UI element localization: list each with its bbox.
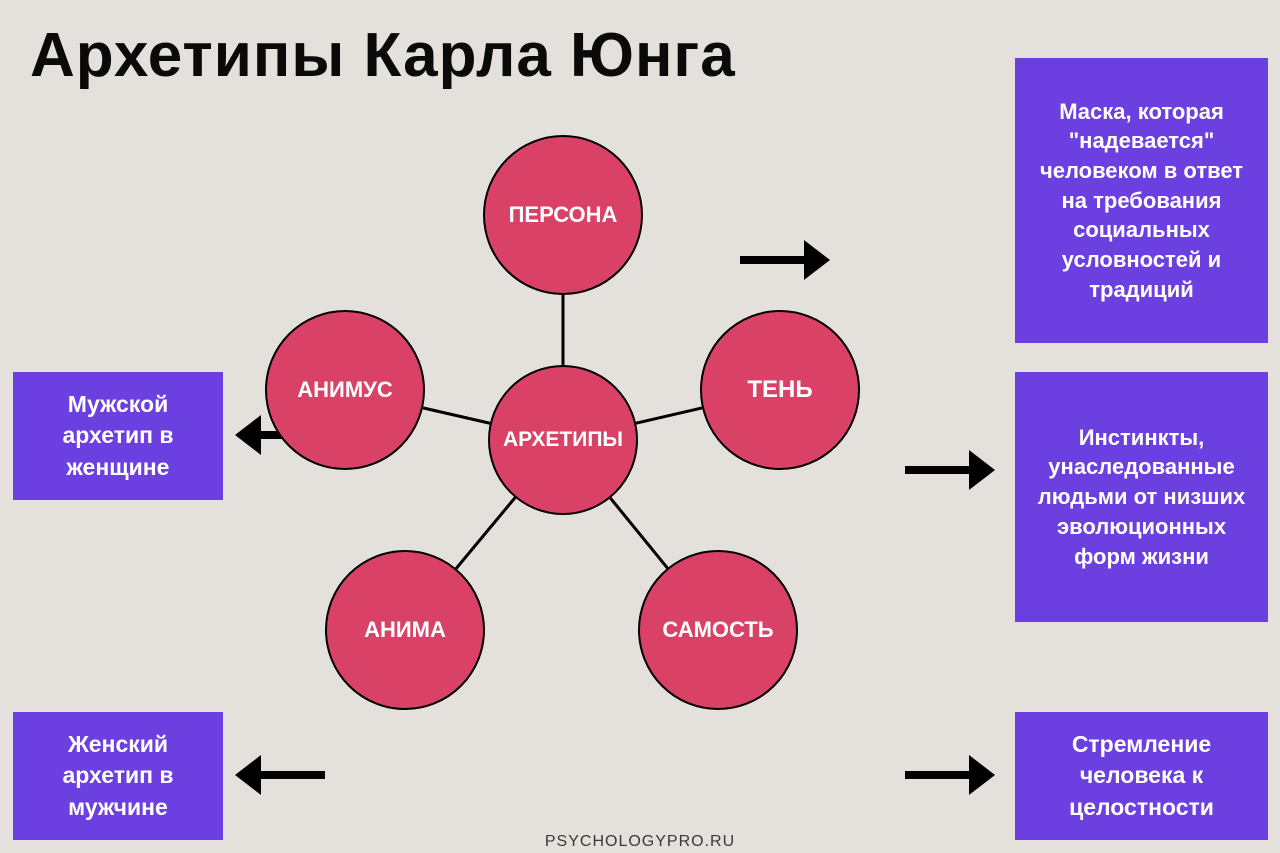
desc-anima: Женский архетип в мужчине: [13, 712, 223, 840]
node-ten: ТЕНЬ: [700, 310, 860, 470]
arrow-persona: [740, 240, 830, 280]
node-persona: ПЕРСОНА: [483, 135, 643, 295]
node-animus: АНИМУС: [265, 310, 425, 470]
arrow-ten: [905, 450, 995, 490]
node-anima: АНИМА: [325, 550, 485, 710]
arrow-samost: [905, 755, 995, 795]
desc-ten: Инстинкты, унаследованные людьми от низш…: [1015, 372, 1268, 622]
node-center: АРХЕТИПЫ: [488, 365, 638, 515]
desc-samost: Стремление человека к целостности: [1015, 712, 1268, 840]
arrow-anima: [235, 755, 325, 795]
desc-persona: Маска, которая "надевается" человеком в …: [1015, 58, 1268, 343]
desc-animus: Мужской архетип в женщине: [13, 372, 223, 500]
page-title: Архетипы Карла Юнга: [30, 20, 736, 91]
node-samost: САМОСТЬ: [638, 550, 798, 710]
footer-credit: PSYCHOLOGYPRO.RU: [545, 833, 735, 851]
